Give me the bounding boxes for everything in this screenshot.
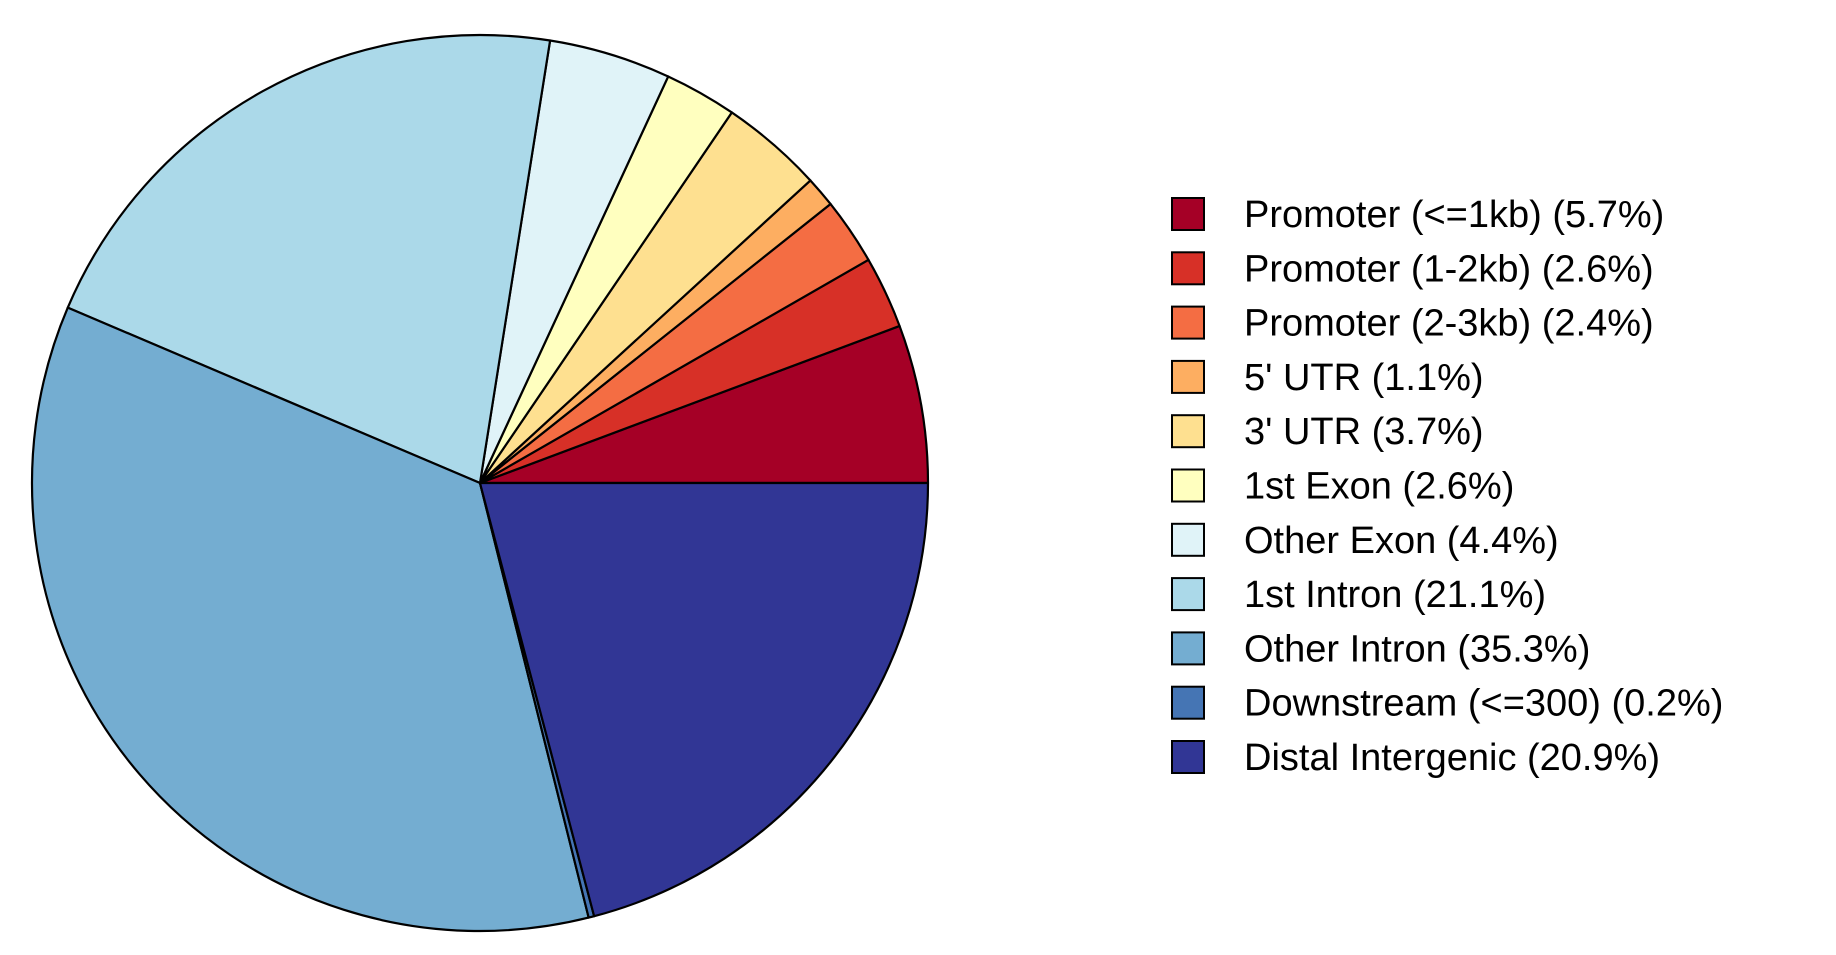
pie-slice-8	[30, 306, 590, 933]
legend-swatch-7	[1171, 577, 1205, 612]
legend-swatch-8	[1171, 631, 1205, 666]
legend-label-6: Other Exon (4.4%)	[1244, 520, 1559, 562]
legend-label-4: 3' UTR (3.7%)	[1244, 411, 1484, 453]
pie-slice-10	[478, 481, 930, 918]
legend-swatch-9	[1171, 685, 1205, 720]
legend-swatch-6	[1171, 522, 1205, 557]
legend-label-1: Promoter (1-2kb) (2.6%)	[1244, 248, 1654, 290]
legend-swatch-10	[1171, 740, 1205, 774]
legend-swatch-1	[1171, 251, 1205, 286]
legend-label-5: 1st Exon (2.6%)	[1244, 466, 1514, 508]
legend-label-0: Promoter (<=1kb) (5.7%)	[1244, 194, 1664, 236]
legend-label-2: Promoter (2-3kb) (2.4%)	[1244, 303, 1654, 345]
pie-slice-0	[478, 324, 930, 485]
legend: Promoter (<=1kb) (5.7%) Promoter (1-2kb) …	[1171, 194, 1723, 779]
legend-swatch-4	[1171, 414, 1205, 449]
legend-swatch-3	[1171, 359, 1205, 394]
legend-swatch-0	[1171, 197, 1205, 231]
legend-label-7: 1st Intron (21.1%)	[1244, 574, 1546, 616]
legend-label-9: Downstream (<=300) (0.2%)	[1244, 683, 1723, 725]
legend-swatch-2	[1171, 305, 1205, 340]
legend-swatch-5	[1171, 468, 1205, 503]
pie	[30, 33, 930, 933]
legend-label-8: Other Intron (35.3%)	[1244, 628, 1590, 670]
legend-label-10: Distal Intergenic (20.9%)	[1244, 737, 1660, 779]
pie-slice-7	[66, 33, 552, 485]
legend-label-3: 5' UTR (1.1%)	[1244, 357, 1484, 399]
